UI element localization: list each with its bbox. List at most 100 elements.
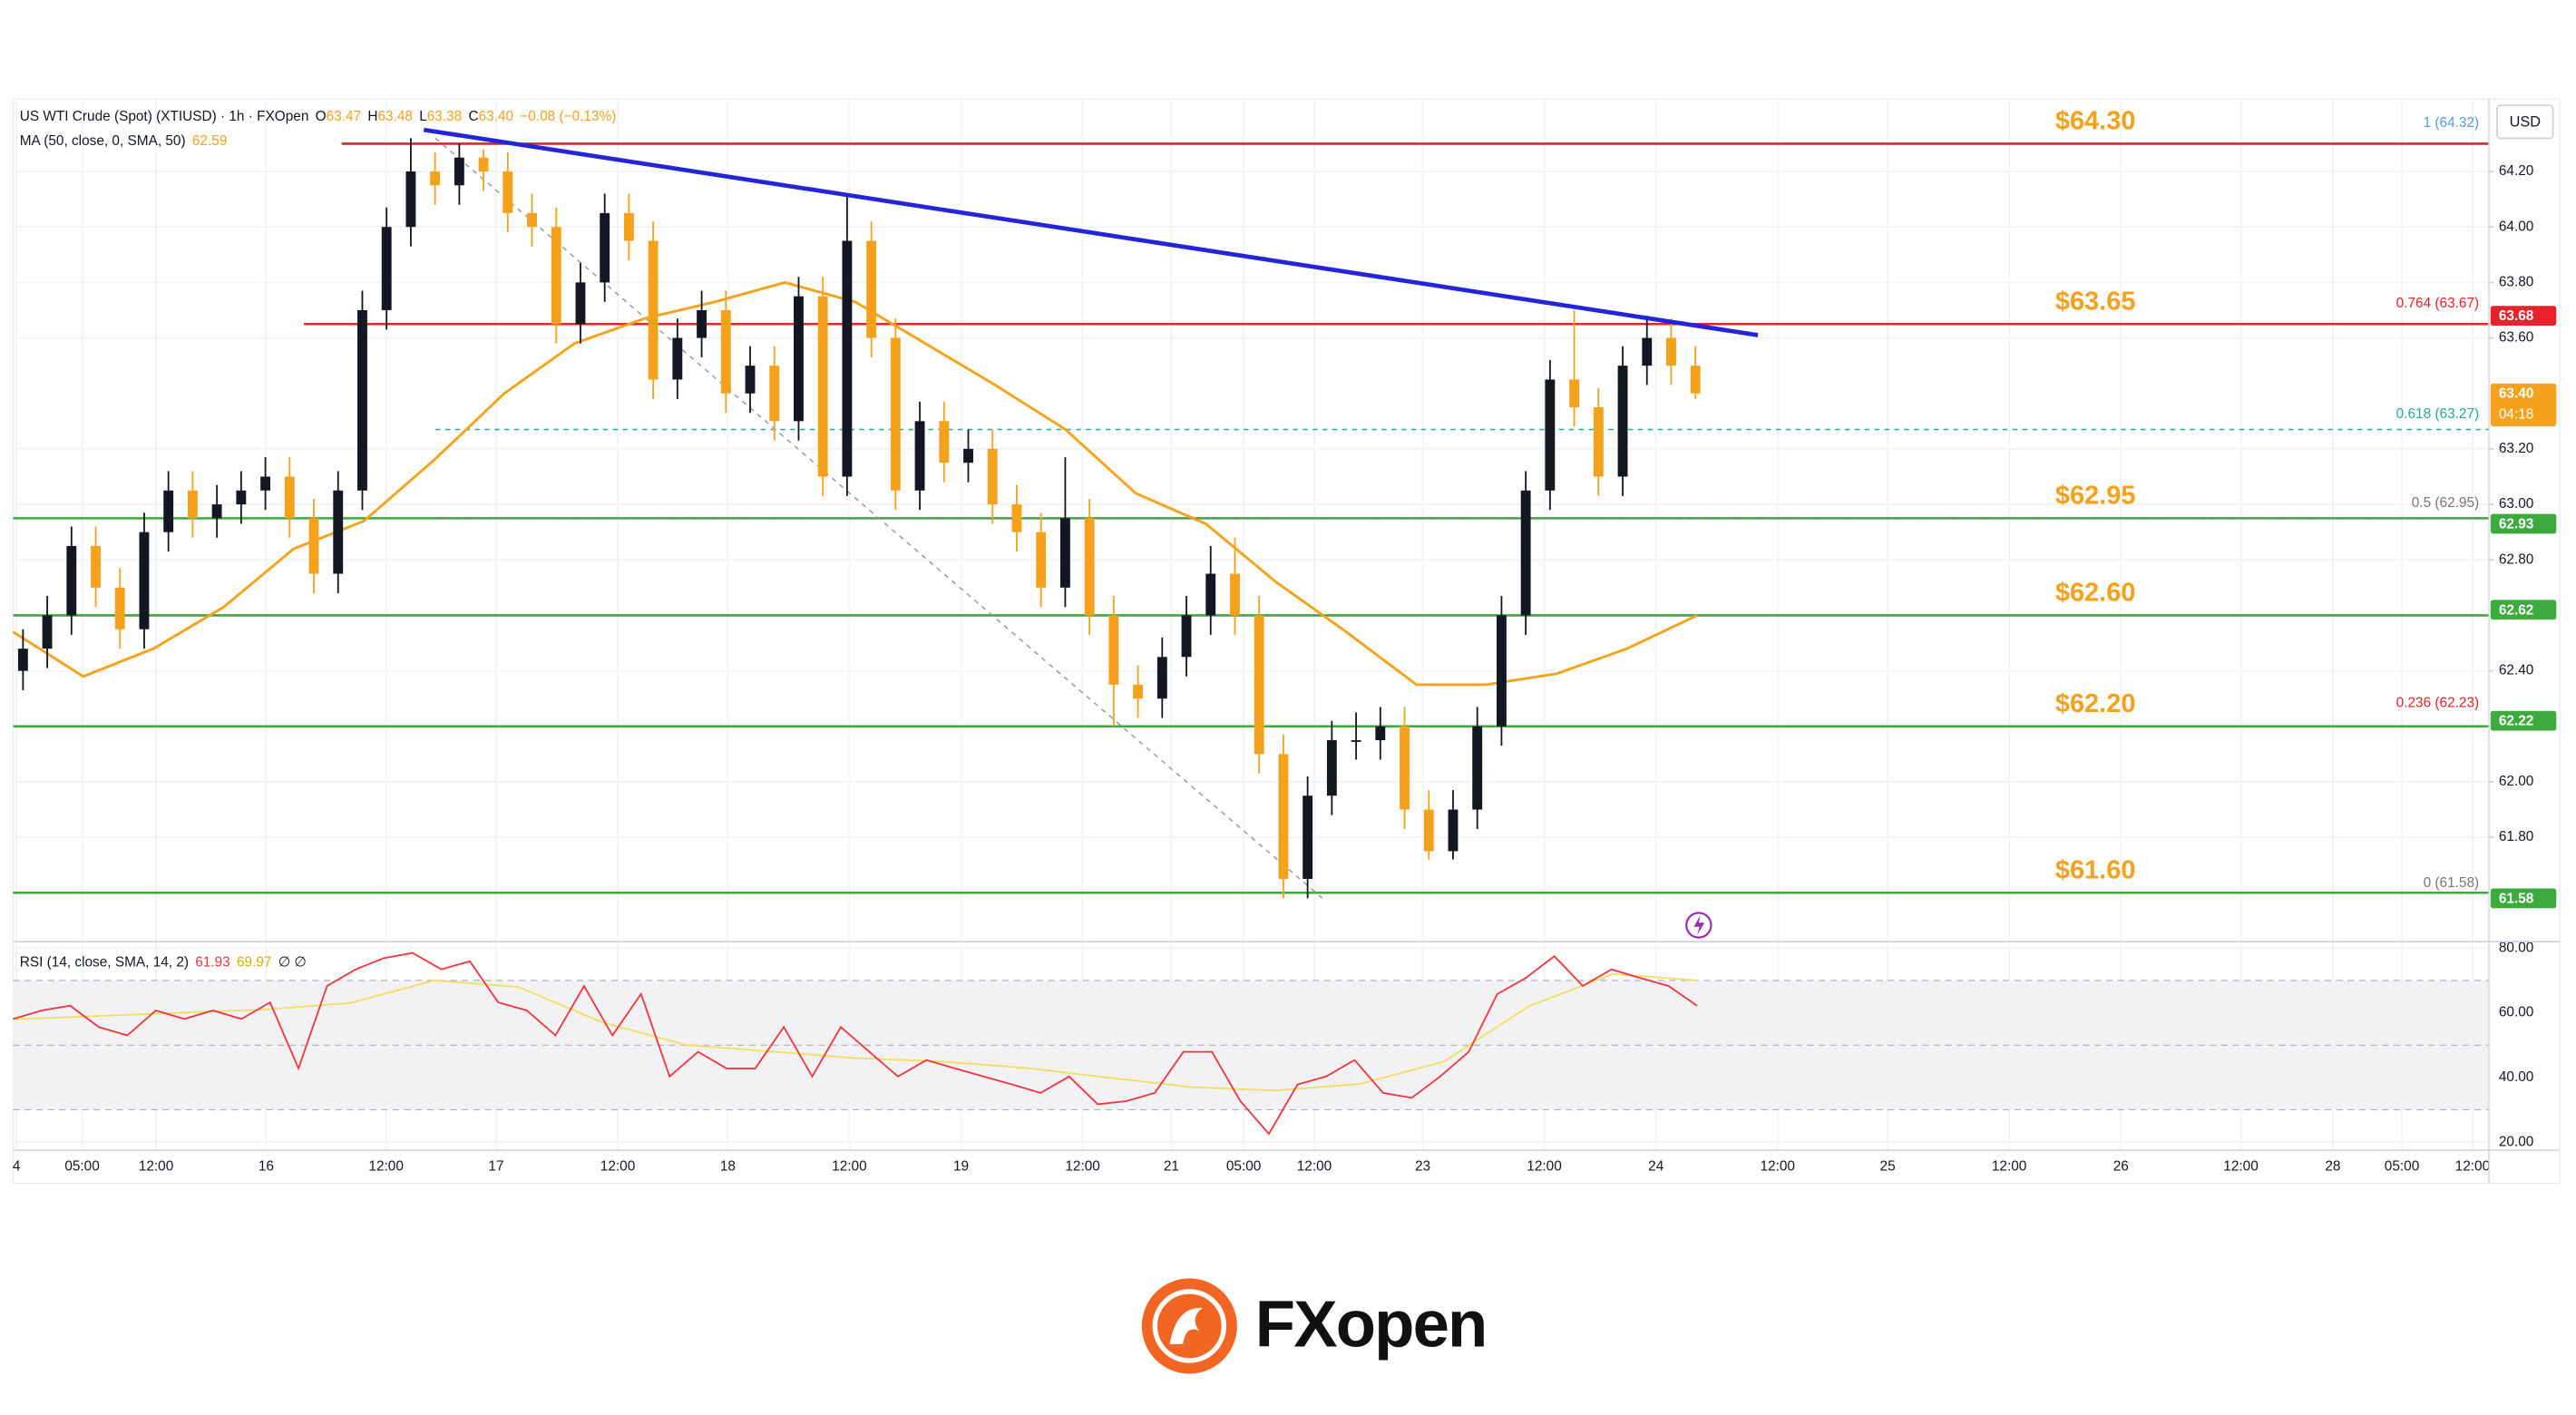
candle-body [648,240,659,380]
candle-body [17,649,28,671]
candle-body [1545,379,1556,491]
candle-body [1254,615,1264,755]
quote-key: L [419,109,427,124]
rsi-last: ∅ ∅ [278,955,307,971]
candle-body [1642,337,1653,366]
candle-body [114,587,125,629]
candle-body [405,171,416,228]
candle-body [1496,615,1507,727]
candle-body [1351,740,1361,742]
candle-body [1059,518,1070,588]
rsi-line [13,972,1698,1092]
candle-body [817,296,828,477]
candle-body [527,212,537,228]
candle-body [1423,809,1434,852]
candle-body [600,212,610,283]
fib-label: 0.5 (62.95) [2412,495,2479,511]
alert-icon[interactable] [1685,912,1712,939]
rsi-pane: RSI (14, close, SMA, 14, 2) 61.93 69.97 ∅ ∅ [13,951,2490,1136]
logo-dragon [1169,1307,1203,1344]
x-tick-label: 12:00 [1065,1158,1099,1174]
candle-body [1230,573,1240,616]
candle-body [866,240,877,338]
trendline [423,127,1759,337]
rsi-legend: RSI (14, close, SMA, 14, 2) 61.93 69.97 ∅ ∅ [20,955,307,971]
fib-diagonal [434,137,1323,899]
candle-body [672,337,683,380]
ma-label: MA (50, close, 0, SMA, 50) [20,133,186,149]
currency: USD [2510,114,2541,131]
y-tick-label: 62.80 [2499,551,2533,567]
candle-body [1375,726,1386,741]
level-label: $61.60 [2055,855,2136,884]
candle-body [575,282,586,325]
x-tick-label: 12:00 [1297,1158,1332,1174]
quote-value: 63.47 [327,109,361,124]
candle-body [963,448,973,464]
level-label: $62.95 [2055,481,2136,510]
price-badge [2490,710,2557,731]
rsi-line [13,951,1698,1136]
quote-value: 63.48 [377,109,412,124]
price-badge [2490,513,2557,534]
candle-body [1011,504,1022,532]
fib-label: 0.236 (62.23) [2396,695,2479,710]
y-tick-label: 63.80 [2499,274,2533,289]
level-label: $64.30 [2055,107,2136,136]
candle-body [260,476,271,491]
candle-body [1181,615,1192,658]
x-tick-label: 12:00 [139,1158,173,1174]
price-badge-label: 62.62 [2499,602,2533,618]
y-tick-label: 80.00 [2499,940,2533,955]
price-badge-label: 62.93 [2499,516,2533,532]
x-tick-label: 05:00 [1226,1158,1261,1174]
alert-bolt [1693,915,1705,935]
candle-body [1156,657,1167,699]
candle-body [720,309,731,394]
level-label: $62.60 [2055,579,2136,608]
candle-body [1448,809,1459,852]
x-tick-label: 25 [1880,1158,1896,1174]
ma-line [12,280,1698,687]
candle-body [1036,532,1047,588]
candle-body [1326,740,1337,796]
candle-body [914,421,925,491]
x-tick-label: 12:00 [2223,1158,2258,1174]
x-tick-label: 12:00 [1527,1158,1561,1174]
main-pane: US WTI Crude (Spot) (XTIUSD) · 1h · FXOp… [12,107,2490,899]
x-tick-label: 19 [953,1158,969,1174]
axes: 61.80 62.00 62.40 62.80 63.00 63.20 63.60 63.80… [13,163,2557,1174]
candle-body [66,545,77,616]
currency-box[interactable] [2496,104,2554,140]
price-badge [2490,383,2557,426]
quote-key: H [367,109,377,124]
candle-body [236,490,247,505]
ma-last: 62.59 [192,133,227,149]
y-tick-label: 62.00 [2499,774,2533,789]
rsi-title: RSI (14, close, SMA, 14, 2) [20,955,189,971]
y-tick-label: 60.00 [2499,1005,2533,1020]
candle-body [1569,379,1580,408]
candle-body [333,490,344,574]
y-tick-label: 64.00 [2499,219,2533,234]
x-tick-label: 12:00 [368,1158,403,1174]
y-tick-label: 20.00 [2499,1134,2533,1149]
candle-body [357,309,367,491]
candle-body [1666,337,1676,366]
candle-body [769,366,780,422]
candle-body [1133,684,1144,699]
candle-body [551,227,561,325]
quote-key: O [316,109,327,124]
y-tick-label: 63.60 [2499,330,2533,346]
candle-body [1278,754,1289,879]
candle-body [478,157,489,172]
candle-body [139,532,150,629]
rsi-last: 69.97 [237,955,271,971]
candle-body [211,504,222,519]
candle-body [1303,795,1313,879]
level-label: $63.65 [2055,287,2136,316]
x-tick-label: 12:00 [600,1158,635,1174]
grid [13,98,2490,1151]
